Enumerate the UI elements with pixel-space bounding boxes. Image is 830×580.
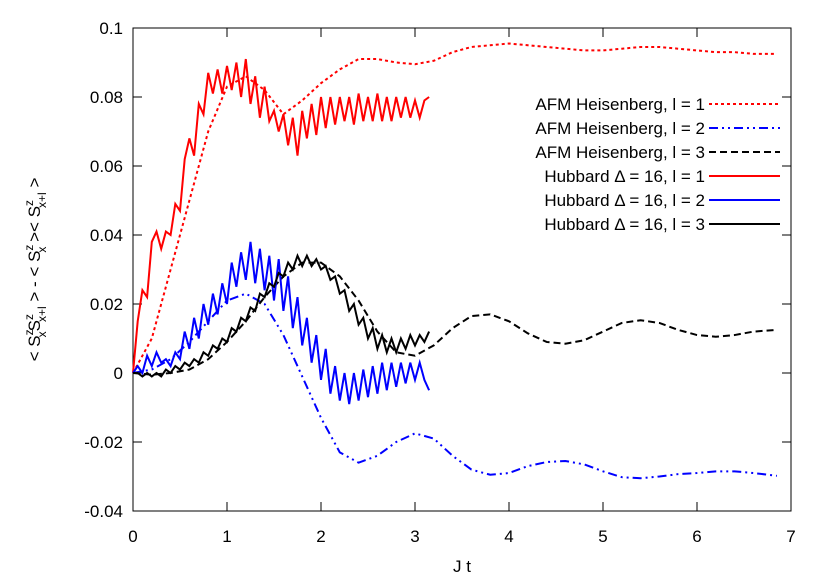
y-tick-label: 0.08	[90, 88, 123, 107]
y-tick-label: 0.02	[90, 295, 123, 314]
y-axis-label-part: S	[25, 320, 44, 331]
series-line	[132, 241, 431, 405]
y-axis-label-part: z	[22, 200, 36, 206]
x-tick-label: 4	[504, 527, 513, 546]
y-tick-label: -0.04	[84, 502, 123, 521]
legend-label: AFM Heisenberg, l = 2	[535, 119, 705, 138]
y-axis-label-part: >	[25, 178, 44, 193]
y-axis-label-part: z	[22, 329, 36, 335]
legend-label: Hubbard Δ = 16, l = 2	[544, 191, 705, 210]
y-axis-label-part: x	[35, 247, 49, 253]
y-axis-label-part: >< S	[25, 206, 44, 247]
legend-label: AFM Heisenberg, l = 3	[535, 143, 705, 162]
y-tick-label: -0.02	[84, 433, 123, 452]
legend-label: Hubbard Δ = 16, l = 3	[544, 215, 705, 234]
y-tick-label: 0.04	[90, 226, 123, 245]
y-tick-label: 0	[114, 364, 123, 383]
y-axis-label-part: x+l	[35, 192, 49, 208]
x-tick-label: 2	[316, 527, 325, 546]
series-line	[132, 261, 777, 376]
x-tick-label: 3	[410, 527, 419, 546]
plot-frame	[132, 27, 792, 512]
series-line	[132, 292, 778, 480]
x-axis-label: J t	[453, 557, 471, 576]
y-axis-label-part: x+l	[35, 306, 49, 322]
x-tick-label: 7	[786, 527, 795, 546]
x-tick-label: 5	[598, 527, 607, 546]
y-axis-label: < SzxSzx+l > - < Szx >< Szx+l >	[22, 178, 49, 362]
x-tick-label: 0	[128, 527, 137, 546]
y-tick-label: 0.06	[90, 157, 123, 176]
legend-label: AFM Heisenberg, l = 1	[535, 95, 705, 114]
x-tick-label: 6	[692, 527, 701, 546]
series-line	[132, 42, 777, 374]
y-axis-label-part: z	[22, 314, 36, 320]
legend-label: Hubbard Δ = 16, l = 1	[544, 167, 705, 186]
x-tick-label: 1	[222, 527, 231, 546]
y-axis-label-part: z	[22, 245, 36, 251]
series-line	[132, 58, 430, 374]
y-axis-label-part: x	[35, 331, 49, 337]
y-axis-label-part: < S	[25, 335, 44, 361]
y-tick-label: 0.1	[99, 19, 123, 38]
series-line	[133, 252, 431, 378]
y-axis-label-part: > - < S	[25, 251, 44, 307]
